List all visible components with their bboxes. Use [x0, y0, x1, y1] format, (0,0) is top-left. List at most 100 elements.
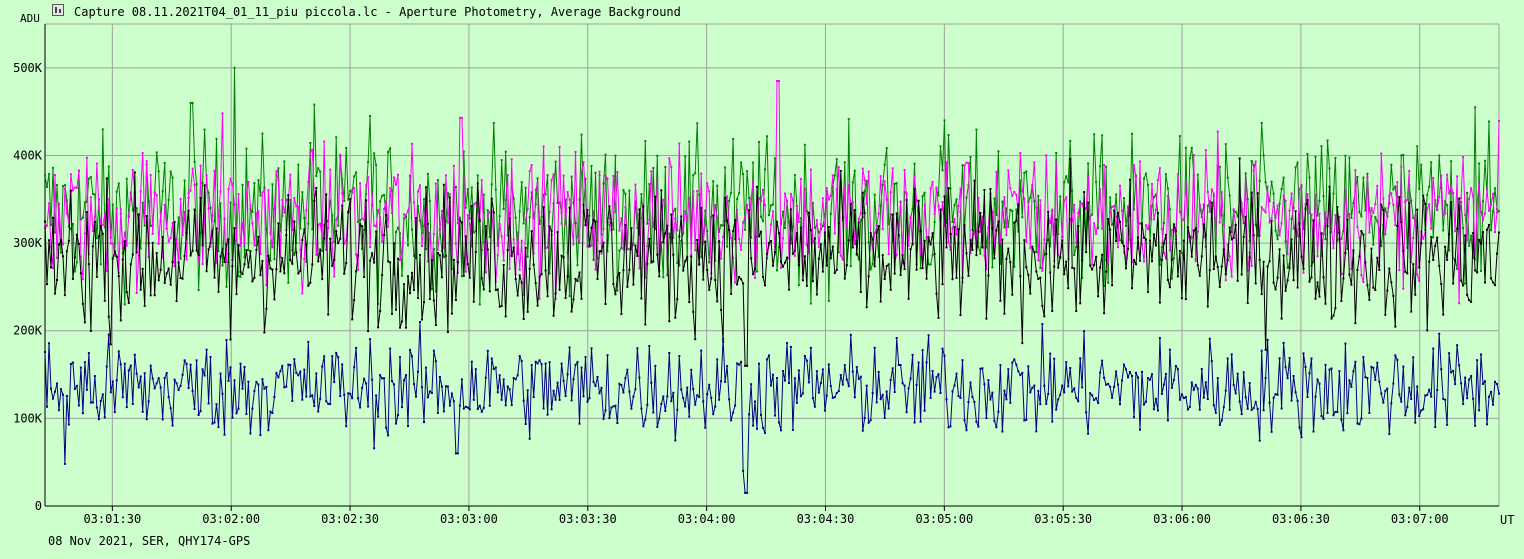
data-point — [1198, 274, 1201, 277]
data-point — [704, 426, 707, 429]
data-point — [887, 407, 890, 410]
data-point — [961, 359, 964, 362]
data-point — [522, 294, 525, 296]
data-point — [155, 252, 158, 255]
data-point — [1312, 249, 1315, 252]
data-point — [1087, 432, 1090, 435]
data-point — [797, 264, 800, 267]
data-point — [774, 414, 776, 417]
data-point — [1390, 163, 1393, 166]
data-point — [1372, 212, 1375, 214]
data-point — [1410, 397, 1413, 400]
data-point — [349, 190, 352, 192]
data-point — [303, 368, 306, 371]
data-point — [462, 177, 465, 180]
data-point — [488, 211, 491, 213]
data-point — [299, 370, 302, 373]
data-point — [428, 231, 431, 234]
data-point — [1182, 239, 1185, 242]
data-point — [498, 374, 501, 377]
data-point — [502, 378, 505, 381]
data-point — [552, 314, 555, 317]
data-point — [241, 387, 244, 390]
data-point — [157, 377, 160, 380]
data-point — [1348, 379, 1351, 382]
data-point — [588, 244, 591, 247]
data-point — [618, 249, 621, 252]
data-point — [1372, 286, 1375, 289]
data-point — [760, 413, 762, 416]
data-point — [413, 383, 415, 386]
data-point — [311, 263, 314, 266]
data-point — [789, 208, 792, 211]
data-point — [899, 274, 902, 276]
data-point — [614, 404, 617, 407]
data-point — [271, 268, 274, 271]
data-point — [255, 244, 258, 247]
data-point — [598, 170, 601, 173]
data-point — [315, 253, 318, 256]
data-point — [331, 264, 334, 267]
data-point — [269, 259, 272, 262]
data-point — [1172, 378, 1175, 381]
data-point — [62, 185, 64, 188]
data-point — [1141, 243, 1143, 246]
y-tick-label: 400K — [13, 148, 43, 162]
chart-icon[interactable] — [52, 4, 64, 16]
data-point — [869, 232, 872, 235]
data-point — [183, 255, 186, 258]
data-point — [640, 217, 643, 220]
data-point — [995, 426, 998, 429]
data-point — [1280, 222, 1283, 225]
data-point — [373, 152, 376, 155]
data-point — [363, 218, 366, 221]
data-point — [1348, 156, 1351, 159]
data-point — [1007, 247, 1010, 250]
data-point — [1200, 211, 1203, 213]
data-point — [452, 258, 455, 261]
data-point — [762, 275, 764, 278]
data-point — [343, 242, 346, 245]
data-point — [257, 179, 260, 182]
data-point — [1306, 153, 1309, 155]
data-point — [993, 419, 996, 422]
data-point — [588, 245, 591, 248]
data-point — [921, 349, 924, 352]
data-point — [674, 439, 677, 442]
data-point — [688, 301, 691, 304]
data-point — [975, 254, 978, 257]
data-point — [385, 199, 388, 202]
data-point — [1005, 207, 1008, 210]
data-point — [1482, 218, 1484, 221]
data-point — [879, 175, 882, 178]
data-point — [578, 198, 581, 201]
data-point — [1260, 349, 1263, 352]
data-point — [63, 294, 66, 297]
data-point — [901, 254, 904, 257]
data-point — [137, 386, 140, 389]
data-point — [1452, 369, 1455, 372]
data-point — [161, 256, 164, 259]
data-point — [301, 238, 304, 241]
data-point — [217, 250, 220, 253]
data-point — [1087, 162, 1090, 165]
data-point — [744, 228, 747, 231]
data-point — [54, 292, 56, 295]
data-point — [1364, 261, 1367, 264]
data-point — [1244, 178, 1247, 181]
data-point — [1338, 370, 1341, 373]
data-point — [740, 161, 743, 164]
data-point — [1438, 195, 1441, 198]
data-point — [335, 352, 338, 354]
data-point — [1372, 366, 1375, 369]
data-point — [359, 219, 362, 221]
data-point — [987, 379, 990, 382]
data-point — [863, 179, 866, 181]
data-point — [1282, 254, 1285, 257]
data-point — [1099, 188, 1102, 191]
data-point — [1244, 172, 1247, 175]
data-point — [273, 258, 276, 261]
data-point — [510, 404, 513, 407]
data-point — [566, 251, 569, 254]
